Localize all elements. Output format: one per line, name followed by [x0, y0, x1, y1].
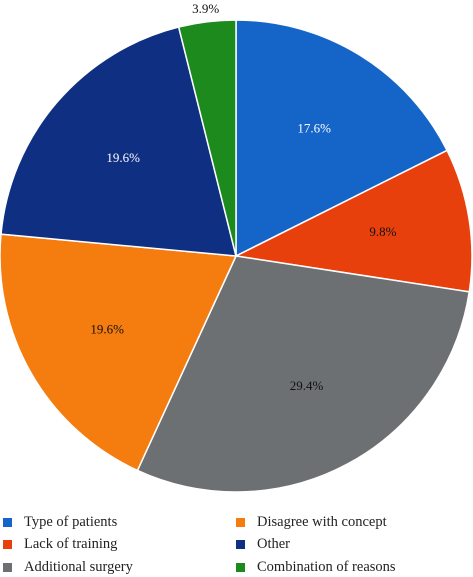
legend-swatch	[236, 539, 245, 549]
pie-slice-combination-of-reasons	[177, 19, 237, 257]
legend-label: Type of patients	[24, 513, 118, 530]
legend-label: Lack of training	[24, 535, 118, 552]
pie-slice-label: 9.8%	[369, 224, 396, 239]
legend-label: Other	[257, 535, 291, 552]
legend-swatch	[236, 562, 245, 572]
legend-swatch	[3, 539, 12, 549]
pie-slice-label: 3.9%	[192, 1, 219, 16]
pie-slice-label: 19.6%	[90, 321, 124, 336]
legend-item-type-of-patients: Type of patients	[3, 512, 117, 532]
legend-item-lack-of-training: Lack of training	[3, 534, 117, 554]
pie-slice-label: 17.6%	[297, 120, 331, 135]
legend-swatch	[236, 517, 245, 527]
pie-slice-label: 19.6%	[106, 150, 140, 165]
pie-slice-disagree-with-concept	[0, 233, 238, 472]
legend-label: Additional surgery	[24, 558, 133, 575]
legend-swatch	[3, 517, 12, 527]
legend: Type of patients Lack of training Additi…	[0, 510, 473, 576]
pie-slice-label: 29.4%	[290, 378, 324, 393]
pie-slice-lack-of-training	[233, 149, 473, 293]
pie-slice-other	[0, 26, 237, 257]
legend-item-additional-surgery: Additional surgery	[3, 557, 133, 577]
pie-slice-type-of-patients	[235, 19, 449, 258]
legend-item-combination-of-reasons: Combination of reasons	[236, 557, 396, 577]
pie-slice-additional-surgery	[136, 255, 471, 493]
legend-item-other: Other	[236, 534, 290, 554]
legend-label: Combination of reasons	[257, 558, 396, 575]
pie-chart: 17.6% 9.8% 29.4% 19.6% 19.6% 3.9%	[0, 1, 473, 493]
pie-slices	[0, 19, 473, 493]
pie-labels: 17.6% 9.8% 29.4% 19.6% 19.6% 3.9%	[90, 1, 396, 393]
legend-swatch	[3, 562, 12, 572]
legend-label: Disagree with concept	[257, 513, 387, 530]
legend-item-disagree-with-concept: Disagree with concept	[236, 512, 387, 532]
